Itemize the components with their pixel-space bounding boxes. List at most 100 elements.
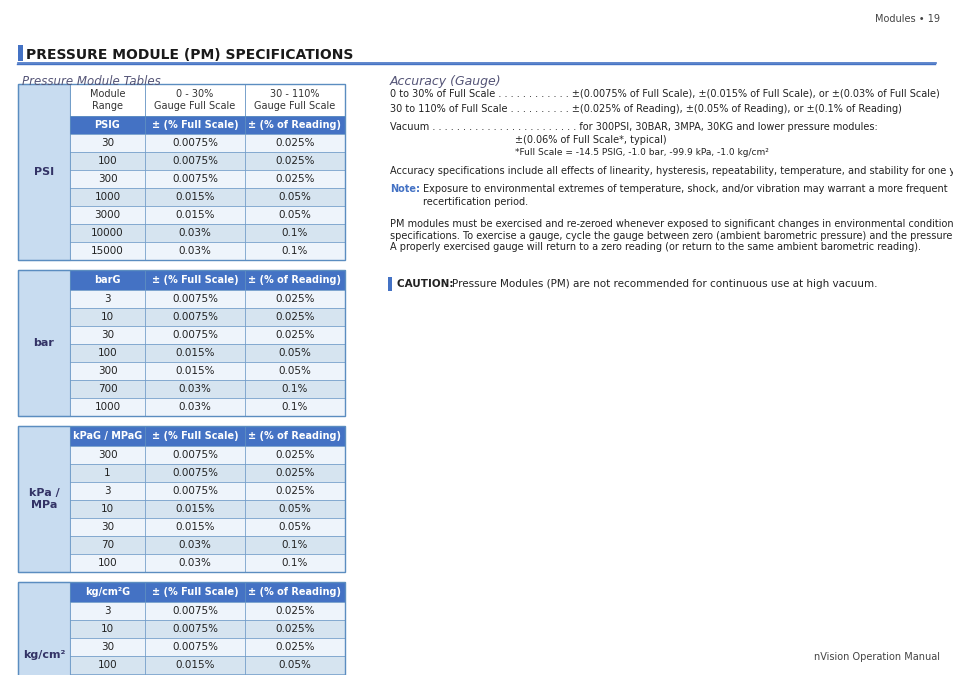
- Text: 0.1%: 0.1%: [281, 246, 308, 256]
- Text: barG: barG: [94, 275, 121, 285]
- FancyBboxPatch shape: [145, 536, 245, 554]
- Text: 0.0075%: 0.0075%: [172, 138, 218, 148]
- FancyBboxPatch shape: [145, 224, 245, 242]
- FancyBboxPatch shape: [70, 362, 145, 380]
- FancyBboxPatch shape: [145, 326, 245, 344]
- Text: Vacuum . . . . . . . . . . . . . . . . . . . . . . . . for 300PSI, 30BAR, 3MPA, : Vacuum . . . . . . . . . . . . . . . . .…: [390, 122, 877, 132]
- FancyBboxPatch shape: [70, 380, 145, 398]
- FancyBboxPatch shape: [245, 308, 345, 326]
- Text: Modules • 19: Modules • 19: [874, 14, 939, 24]
- FancyBboxPatch shape: [245, 620, 345, 638]
- Text: 0.05%: 0.05%: [278, 366, 311, 376]
- FancyBboxPatch shape: [70, 308, 145, 326]
- Text: 30: 30: [101, 330, 114, 340]
- FancyBboxPatch shape: [145, 308, 245, 326]
- FancyBboxPatch shape: [70, 536, 145, 554]
- FancyBboxPatch shape: [18, 270, 70, 416]
- Text: 0.05%: 0.05%: [278, 522, 311, 532]
- FancyBboxPatch shape: [245, 116, 345, 134]
- Text: 30 - 110%
Gauge Full Scale: 30 - 110% Gauge Full Scale: [254, 89, 335, 111]
- FancyBboxPatch shape: [70, 426, 145, 446]
- Text: 0.025%: 0.025%: [275, 606, 314, 616]
- Text: 0.1%: 0.1%: [281, 402, 308, 412]
- Text: 0.0075%: 0.0075%: [172, 174, 218, 184]
- Text: 700: 700: [97, 384, 117, 394]
- FancyBboxPatch shape: [18, 582, 70, 675]
- FancyBboxPatch shape: [245, 518, 345, 536]
- Text: 1: 1: [104, 468, 111, 478]
- FancyBboxPatch shape: [245, 446, 345, 464]
- FancyBboxPatch shape: [70, 326, 145, 344]
- Text: 10: 10: [101, 504, 114, 514]
- FancyBboxPatch shape: [70, 152, 145, 170]
- FancyBboxPatch shape: [245, 638, 345, 656]
- Text: 30: 30: [101, 642, 114, 652]
- Text: ± (% Full Scale): ± (% Full Scale): [152, 120, 238, 130]
- FancyBboxPatch shape: [145, 188, 245, 206]
- FancyBboxPatch shape: [70, 482, 145, 500]
- Text: 300: 300: [97, 366, 117, 376]
- FancyBboxPatch shape: [70, 188, 145, 206]
- FancyBboxPatch shape: [70, 582, 145, 602]
- FancyBboxPatch shape: [245, 656, 345, 674]
- Text: ±(0.06% of Full Scale*, typical): ±(0.06% of Full Scale*, typical): [515, 135, 666, 145]
- FancyBboxPatch shape: [245, 482, 345, 500]
- FancyBboxPatch shape: [245, 464, 345, 482]
- FancyBboxPatch shape: [70, 464, 145, 482]
- FancyBboxPatch shape: [245, 500, 345, 518]
- FancyBboxPatch shape: [70, 398, 145, 416]
- Text: 0.1%: 0.1%: [281, 558, 308, 568]
- Text: PM modules must be exercised and re-zeroed whenever exposed to significant chang: PM modules must be exercised and re-zero…: [390, 219, 953, 252]
- Text: 1000: 1000: [94, 402, 120, 412]
- FancyBboxPatch shape: [245, 582, 345, 602]
- Text: 15000: 15000: [91, 246, 124, 256]
- Text: 0.025%: 0.025%: [275, 642, 314, 652]
- FancyBboxPatch shape: [145, 398, 245, 416]
- FancyBboxPatch shape: [245, 326, 345, 344]
- FancyBboxPatch shape: [145, 344, 245, 362]
- FancyBboxPatch shape: [145, 582, 245, 602]
- Text: kPa /
MPa: kPa / MPa: [29, 488, 59, 510]
- Text: 0.03%: 0.03%: [178, 540, 212, 550]
- FancyBboxPatch shape: [145, 152, 245, 170]
- Text: 0.025%: 0.025%: [275, 174, 314, 184]
- FancyBboxPatch shape: [145, 242, 245, 260]
- Text: 100: 100: [97, 348, 117, 358]
- Text: ± (% of Reading): ± (% of Reading): [248, 587, 341, 597]
- FancyBboxPatch shape: [245, 84, 345, 116]
- FancyBboxPatch shape: [145, 554, 245, 572]
- Text: 0.025%: 0.025%: [275, 138, 314, 148]
- FancyBboxPatch shape: [245, 362, 345, 380]
- Text: 70: 70: [101, 540, 114, 550]
- Text: 0.015%: 0.015%: [175, 366, 214, 376]
- Text: 0.025%: 0.025%: [275, 294, 314, 304]
- Text: 0.0075%: 0.0075%: [172, 606, 218, 616]
- FancyBboxPatch shape: [70, 638, 145, 656]
- Text: ± (% Full Scale): ± (% Full Scale): [152, 431, 238, 441]
- Text: 3: 3: [104, 294, 111, 304]
- Text: recertification period.: recertification period.: [422, 197, 528, 207]
- FancyBboxPatch shape: [388, 277, 392, 291]
- FancyBboxPatch shape: [245, 224, 345, 242]
- FancyBboxPatch shape: [145, 518, 245, 536]
- FancyBboxPatch shape: [245, 152, 345, 170]
- FancyBboxPatch shape: [145, 116, 245, 134]
- FancyBboxPatch shape: [145, 170, 245, 188]
- Text: 0.1%: 0.1%: [281, 384, 308, 394]
- Text: kg/cm²: kg/cm²: [23, 650, 65, 660]
- Text: 0.0075%: 0.0075%: [172, 330, 218, 340]
- Text: 0.0075%: 0.0075%: [172, 642, 218, 652]
- FancyBboxPatch shape: [145, 482, 245, 500]
- Text: kg/cm²G: kg/cm²G: [85, 587, 130, 597]
- Text: 100: 100: [97, 558, 117, 568]
- Text: Module
Range: Module Range: [90, 89, 125, 111]
- FancyBboxPatch shape: [145, 426, 245, 446]
- Text: 0.05%: 0.05%: [278, 660, 311, 670]
- FancyBboxPatch shape: [70, 290, 145, 308]
- FancyBboxPatch shape: [145, 638, 245, 656]
- Text: 30 to 110% of Full Scale . . . . . . . . . . ±(0.025% of Reading), ±(0.05% of Re: 30 to 110% of Full Scale . . . . . . . .…: [390, 104, 901, 114]
- Text: 0.1%: 0.1%: [281, 228, 308, 238]
- Text: 0.015%: 0.015%: [175, 504, 214, 514]
- Text: 100: 100: [97, 156, 117, 166]
- FancyBboxPatch shape: [145, 84, 245, 116]
